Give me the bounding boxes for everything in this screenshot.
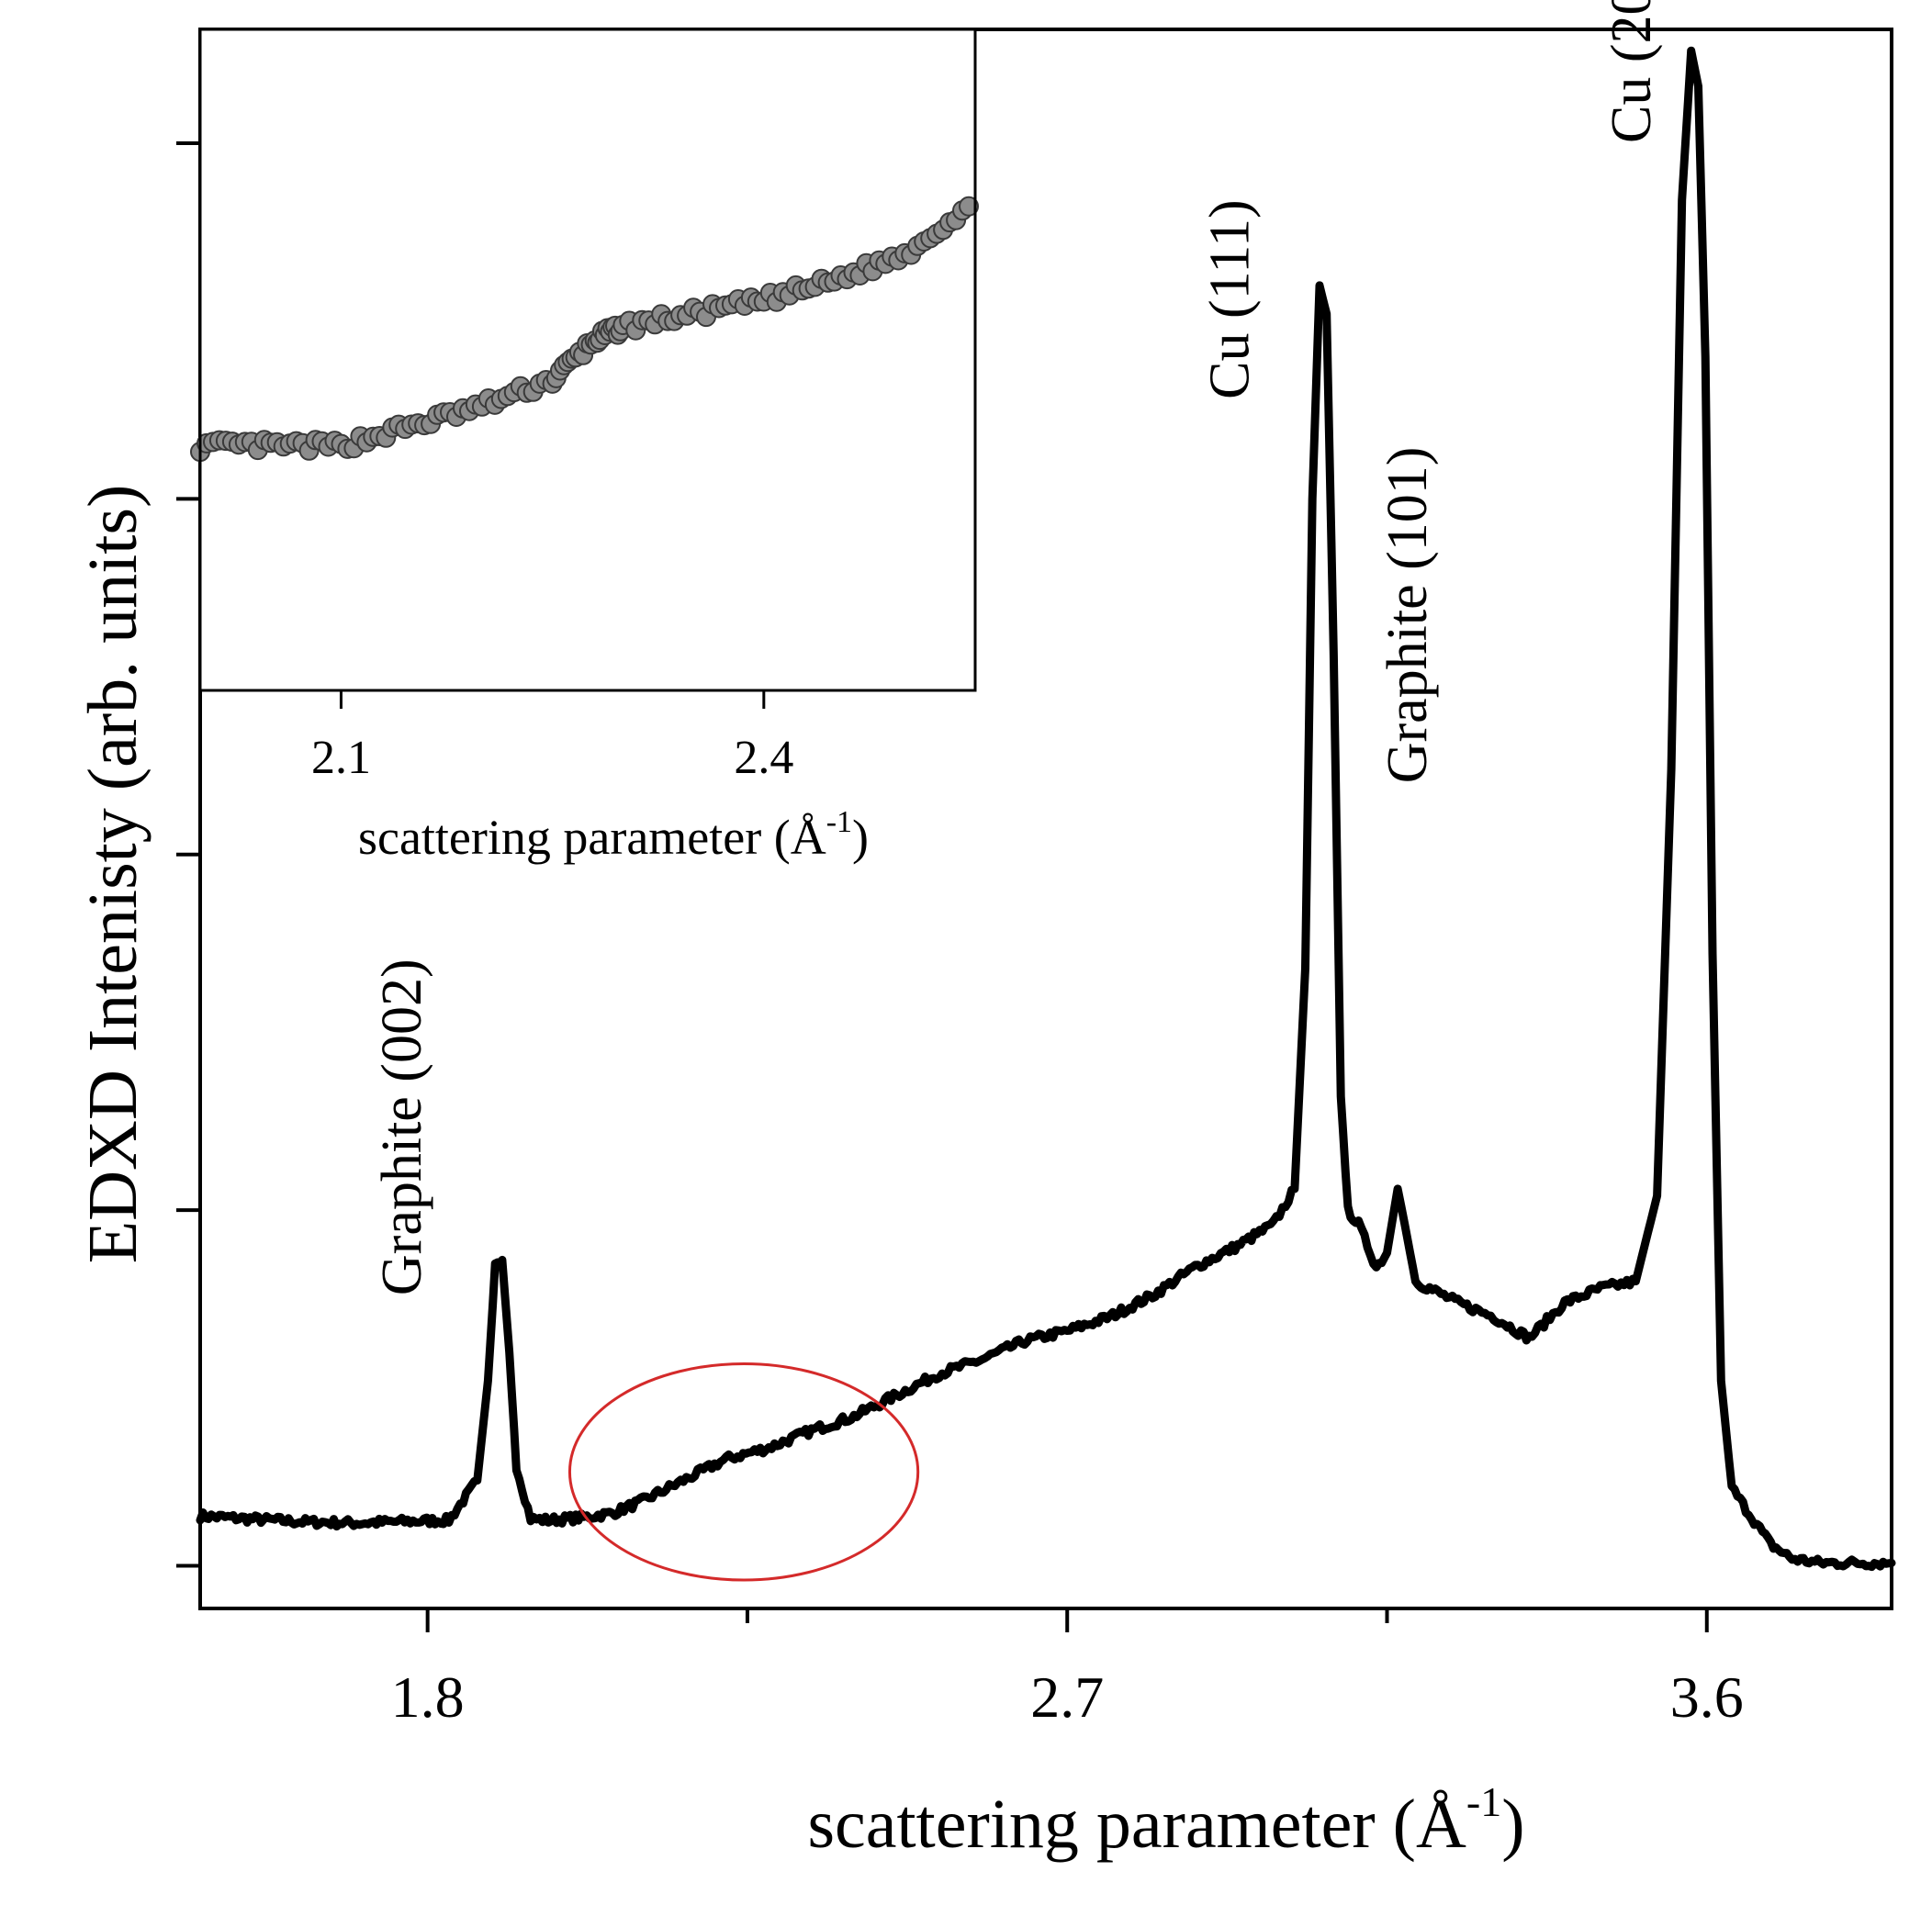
- main-x-axis-label: scattering parameter (Å-1): [807, 1778, 1524, 1863]
- peak-label-2: Graphite (101): [1376, 447, 1439, 784]
- inset-x-tick-label-0: 2.1: [311, 732, 371, 784]
- main-x-axis-label-sup: -1: [1466, 1778, 1501, 1825]
- inset-x-axis-label-text: scattering parameter (Å: [358, 810, 826, 865]
- inset-x-axis-ticks: 2.1 2.4: [311, 690, 793, 784]
- peak-annotations: Graphite (002) Cu (111) Graphite (101) Cu (…: [371, 0, 1663, 1295]
- inset-scatter-points: [190, 196, 979, 463]
- main-plot-frame: [198, 28, 1893, 1610]
- peak-label-3: Cu (200): [1601, 0, 1663, 143]
- inset-x-axis-label: scattering parameter (Å-1): [358, 805, 869, 865]
- main-series-line: [196, 46, 1896, 1572]
- main-y-axis-label: EDXD Intenisty (arb. units): [74, 485, 152, 1264]
- inset-x-tick-label-1: 2.4: [734, 732, 793, 784]
- inset-x-axis-label-close: ): [852, 810, 869, 865]
- main-plot: 1.8 2.7 3.6 Graphite (002)Cu (111)Graphite…: [74, 0, 1896, 1863]
- highlight-ellipse: [567, 1362, 920, 1582]
- main-x-axis-ticks: 1.8 2.7 3.6: [391, 1608, 1744, 1730]
- peak-label-1: Cu (111): [1199, 199, 1262, 399]
- main-x-tick-label-2: 3.6: [1670, 1664, 1744, 1730]
- main-x-tick-label-0: 1.8: [391, 1664, 465, 1730]
- main-x-axis-label-text: scattering parameter (Å: [807, 1786, 1466, 1863]
- inset-point-131: [959, 196, 979, 217]
- peak-label-0: Graphite (002): [371, 958, 433, 1295]
- inset-x-axis-label-sup: -1: [826, 805, 852, 839]
- main-y-axis-ticks: [176, 140, 200, 1568]
- main-x-tick-label-1: 2.7: [1030, 1664, 1104, 1730]
- inset-plot-frame: [198, 28, 977, 692]
- main-x-axis-label-close: ): [1501, 1786, 1524, 1863]
- inset-plot: 2.1 2.4 scattering parameter (Å-1): [190, 28, 979, 865]
